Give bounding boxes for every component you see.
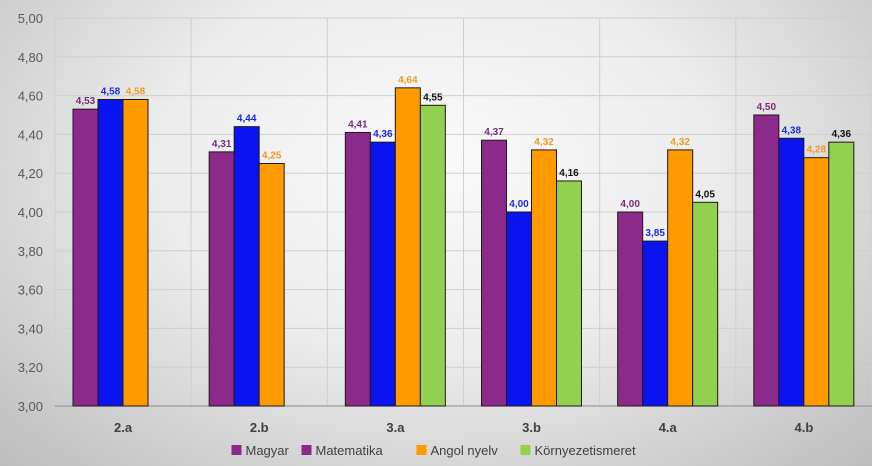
- bar: [72, 108, 99, 407]
- bar: [556, 180, 582, 407]
- data-label: 4,36: [373, 129, 393, 140]
- category-label: 4.a: [659, 420, 678, 435]
- category-label: 3.a: [386, 420, 405, 435]
- legend-label: Magyar: [246, 443, 290, 458]
- bar: [344, 131, 371, 407]
- bar: [803, 157, 830, 407]
- bar: [667, 149, 694, 407]
- bar: [828, 141, 855, 407]
- y-tick-label: 4,40: [18, 127, 43, 142]
- y-tick-label: 3,00: [18, 399, 43, 414]
- bar: [642, 240, 669, 407]
- bar: [394, 87, 421, 407]
- data-label: 4,55: [423, 92, 443, 103]
- y-tick-label: 5,00: [18, 11, 43, 26]
- y-tick-label: 3,40: [18, 321, 43, 336]
- bar: [506, 211, 532, 407]
- data-label: 4,41: [348, 119, 368, 130]
- data-label: 4,37: [484, 127, 504, 138]
- y-tick-label: 3,60: [18, 283, 43, 298]
- legend-swatch: [231, 445, 242, 455]
- legend-label: Matematika: [316, 443, 384, 458]
- category-label: 2.a: [114, 420, 133, 435]
- data-label: 4,31: [212, 139, 232, 150]
- category-label: 4.b: [795, 420, 814, 435]
- data-label: 4,16: [559, 168, 579, 179]
- bar: [258, 163, 285, 407]
- data-label: 4,36: [832, 129, 852, 140]
- legend-swatch: [301, 445, 312, 455]
- y-tick-label: 4,00: [18, 205, 43, 220]
- bar: [97, 98, 124, 407]
- legend-label: Angol nyelv: [431, 443, 499, 458]
- legend-label: Környezetismeret: [535, 443, 637, 458]
- y-tick-label: 4,60: [18, 89, 43, 104]
- bar: [369, 141, 396, 407]
- y-tick-label: 4,20: [18, 166, 43, 181]
- y-tick-label: 3,80: [18, 244, 43, 259]
- bar: [233, 126, 260, 407]
- bar: [122, 98, 149, 407]
- data-label: 4,58: [101, 86, 121, 97]
- data-label: 4,00: [509, 199, 529, 210]
- data-label: 4,25: [262, 151, 282, 162]
- category-label: 2.b: [250, 420, 269, 435]
- data-label: 4,32: [670, 137, 690, 148]
- data-label: 3,85: [645, 228, 665, 239]
- category-label: 3.b: [522, 420, 541, 435]
- data-label: 4,53: [76, 96, 96, 107]
- y-tick-label: 4,80: [18, 50, 43, 65]
- bar: [692, 201, 719, 407]
- data-label: 4,44: [237, 114, 257, 125]
- data-label: 4,64: [398, 75, 418, 86]
- bar: [531, 149, 557, 407]
- data-label: 4,58: [126, 86, 146, 97]
- bar: [778, 137, 805, 407]
- bar: [753, 114, 780, 407]
- data-label: 4,28: [807, 145, 827, 156]
- bar: [208, 151, 235, 407]
- legend-swatch: [416, 445, 427, 455]
- bar: [419, 104, 446, 407]
- data-label: 4,05: [695, 189, 715, 200]
- data-label: 4,32: [534, 137, 554, 148]
- data-label: 4,00: [620, 199, 640, 210]
- bar: [481, 139, 507, 407]
- y-tick-label: 3,20: [18, 360, 43, 375]
- data-label: 4,38: [782, 125, 802, 136]
- legend-swatch: [520, 445, 531, 455]
- data-label: 4,50: [757, 102, 777, 113]
- bar: [617, 211, 644, 407]
